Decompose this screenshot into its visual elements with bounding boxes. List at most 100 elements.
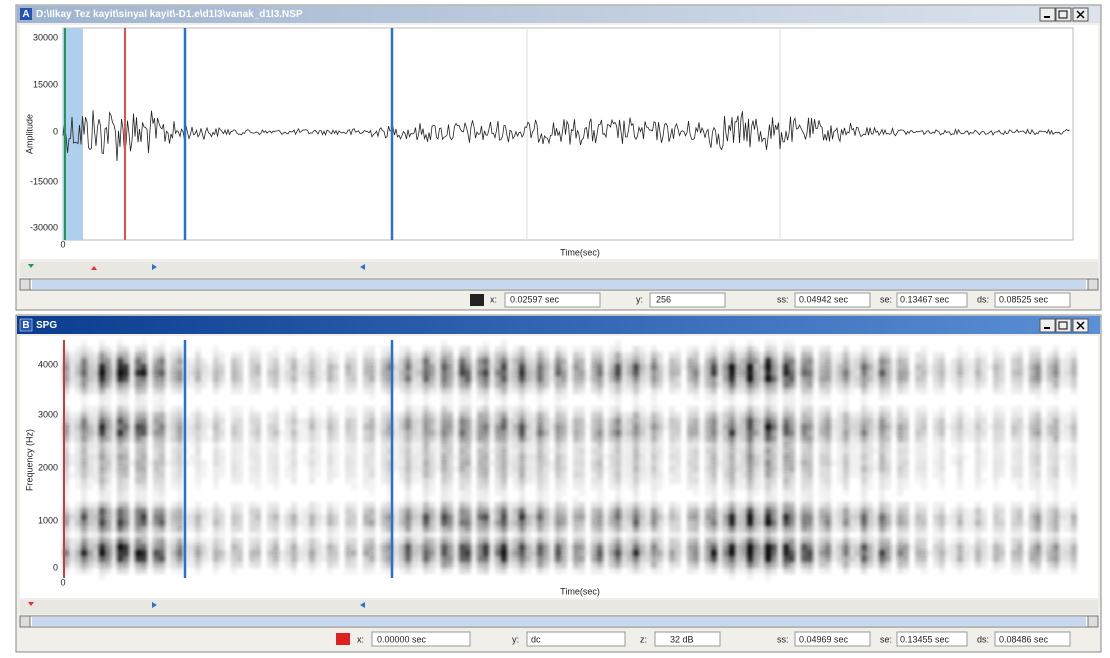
spectrogram-cell <box>81 550 87 556</box>
spectrogram-cell <box>957 430 963 436</box>
maximize-button[interactable] <box>1056 8 1071 21</box>
spectrogram-cell <box>117 370 123 376</box>
spectrogram-cell <box>483 346 489 352</box>
spectrogram-cell <box>657 358 663 364</box>
spectrogram-cell <box>867 538 873 544</box>
spectrogram-cell <box>669 376 675 382</box>
spectrogram-cell <box>621 502 627 508</box>
scroll-right[interactable] <box>1088 279 1098 290</box>
spectrogram-cell <box>501 538 507 544</box>
spectrogram-cell <box>711 466 717 472</box>
spectrogram-cell <box>75 556 81 562</box>
scroll-left[interactable] <box>20 279 30 290</box>
spectrogram-cell <box>657 514 663 520</box>
spectrogram-cell <box>105 478 111 484</box>
spectrogram-cell <box>513 562 519 568</box>
spectrogram-cell <box>963 556 969 562</box>
spectrogram-cell <box>147 382 153 388</box>
spectrogram-cell <box>363 568 369 574</box>
spectrogram-cell <box>405 454 411 460</box>
spectrogram-cell <box>231 544 237 550</box>
spectrogram-cell <box>153 460 159 466</box>
spectrogram-cell <box>825 406 831 412</box>
spectrogram-cell <box>579 514 585 520</box>
minimize-button[interactable] <box>1040 8 1055 21</box>
spectrogram-cell <box>807 412 813 418</box>
spectrogram-cell <box>627 550 633 556</box>
spectrogram-cell <box>477 508 483 514</box>
spectrogram-cell <box>453 550 459 556</box>
spectrogram-cell <box>135 394 141 400</box>
spectrogram-cell <box>729 382 735 388</box>
spectrogram-cell <box>615 442 621 448</box>
spectrogram-cell <box>783 394 789 400</box>
spectrogram-cell <box>627 382 633 388</box>
spectrogram-cell <box>651 568 657 574</box>
spectrogram-cell <box>333 454 339 460</box>
scroll-thumb[interactable] <box>32 617 1086 626</box>
spectrogram-cell <box>897 436 903 442</box>
spectrogram-cell <box>663 544 669 550</box>
spectrogram-cell <box>1053 568 1059 574</box>
minimize-button[interactable] <box>1040 319 1055 332</box>
spectrogram-cell <box>531 370 537 376</box>
spectrogram-cell <box>75 418 81 424</box>
spectrogram-cell <box>345 520 351 526</box>
spectrogram-cell <box>579 346 585 352</box>
spectrogram-cell <box>525 448 531 454</box>
spectrogram-cell <box>285 514 291 520</box>
spectrogram-cell <box>69 508 75 514</box>
spectrogram-cell <box>411 520 417 526</box>
spectrogram-cell <box>1035 424 1041 430</box>
spectrogram-cell <box>399 520 405 526</box>
spectrogram-cell <box>903 454 909 460</box>
spectrogram-cell <box>789 454 795 460</box>
spectrogram-cell <box>177 352 183 358</box>
spectrogram-cell <box>603 544 609 550</box>
spectrogram-cell <box>903 364 909 370</box>
spectrogram-cell <box>831 526 837 532</box>
spectrogram-cell <box>1035 532 1041 538</box>
spectrogram-cell <box>405 352 411 358</box>
spectrogram-cell <box>93 382 99 388</box>
spectrogram-cell <box>1047 532 1053 538</box>
spectrogram-cell <box>861 424 867 430</box>
maximize-button[interactable] <box>1056 319 1071 332</box>
spectrogram-cell <box>495 346 501 352</box>
spectrogram-cell <box>447 568 453 574</box>
spectrogram-cell <box>633 352 639 358</box>
spectrogram-cell <box>993 418 999 424</box>
spectrogram-cell <box>597 430 603 436</box>
spectrogram-cell <box>765 352 771 358</box>
spectrogram-cell <box>843 430 849 436</box>
scroll-left[interactable] <box>20 616 30 627</box>
spectrogram-cell <box>885 484 891 490</box>
spectrogram-cell <box>1029 370 1035 376</box>
spectrogram-cell <box>99 550 105 556</box>
spectrogram-cell <box>153 430 159 436</box>
spectrogram-cell <box>789 478 795 484</box>
spectrogram-cell <box>861 550 867 556</box>
spectrogram-cell <box>201 556 207 562</box>
spectrogram-cell <box>471 370 477 376</box>
spectrogram-cell <box>567 520 573 526</box>
spectrogram-cell <box>231 466 237 472</box>
spectrogram-cell <box>501 418 507 424</box>
spectrogram-cell <box>819 562 825 568</box>
spectrogram-cell <box>573 568 579 574</box>
spectrogram-cell <box>591 484 597 490</box>
spectrogram-cell <box>975 502 981 508</box>
spectrogram-cell <box>825 418 831 424</box>
spectrogram-cell <box>327 412 333 418</box>
y-tick-label: -15000 <box>30 176 58 186</box>
spectrogram-cell <box>249 370 255 376</box>
spectrogram-cell <box>921 376 927 382</box>
spectrogram-cell <box>639 556 645 562</box>
spectrogram-cell <box>873 544 879 550</box>
scroll-right[interactable] <box>1088 616 1098 627</box>
scroll-thumb[interactable] <box>32 280 1086 289</box>
spectrogram-cell <box>231 562 237 568</box>
spectrogram-cell <box>975 388 981 394</box>
spectrogram-cell <box>1047 466 1053 472</box>
spectrogram-cell <box>1017 520 1023 526</box>
